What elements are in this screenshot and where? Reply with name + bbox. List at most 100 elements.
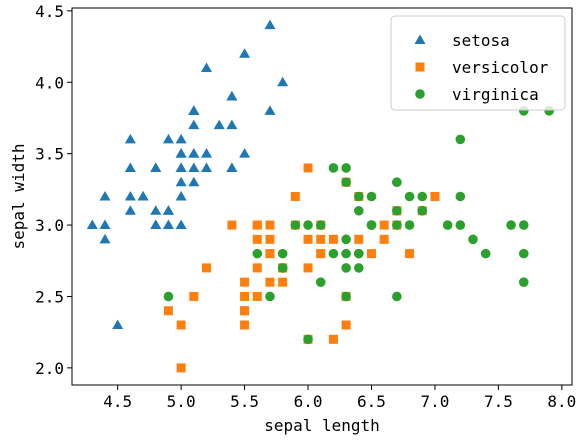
data-point-setosa [213,119,225,130]
data-point-setosa [150,205,162,215]
data-point-setosa [162,205,174,215]
y-tick-label: 4.5 [35,2,64,21]
y-tick-label: 2.0 [35,359,64,378]
data-point-setosa [201,62,213,72]
data-point-setosa [124,191,136,201]
data-point-setosa [188,119,200,130]
data-point-setosa [162,133,174,144]
data-point-virginica [392,205,402,216]
data-point-virginica [518,277,529,287]
data-point-setosa [226,162,238,172]
legend-marker-setosa [414,34,426,44]
data-point-versicolor [265,277,275,287]
data-point-setosa [239,48,251,58]
data-point-virginica [392,291,402,302]
data-point-setosa [201,162,213,172]
data-point-virginica [455,220,466,230]
data-point-virginica [455,191,466,202]
data-point-versicolor [252,234,262,244]
data-point-setosa [188,105,200,115]
data-point-versicolor [341,320,351,330]
data-point-versicolor [354,234,364,244]
data-point-versicolor [316,234,326,244]
data-point-virginica [341,234,351,245]
data-point-setosa [86,219,98,230]
data-point-versicolor [176,363,186,373]
data-point-virginica [354,263,364,273]
y-tick-label: 4.0 [35,73,64,92]
data-point-virginica [341,163,351,173]
data-point-virginica [341,263,351,273]
data-point-virginica [366,191,377,202]
data-point-virginica [480,248,491,259]
data-point-setosa [201,148,213,158]
legend-box [390,15,566,111]
data-point-virginica [392,220,402,230]
x-tick-label: 8.0 [547,392,576,411]
data-point-virginica [290,220,301,230]
data-point-setosa [112,319,124,330]
data-point-versicolor [405,249,415,259]
data-point-setosa [175,162,187,172]
data-point-versicolor [265,249,275,259]
y-tick-label: 3.5 [35,145,64,164]
data-point-versicolor [366,249,376,259]
data-point-virginica [252,248,263,259]
data-point-setosa [150,219,162,230]
data-point-versicolor [240,291,250,301]
data-point-versicolor [278,277,288,287]
data-point-versicolor [265,220,275,230]
data-point-setosa [175,133,187,144]
data-point-versicolor [227,220,237,230]
data-point-virginica [315,220,326,230]
data-point-setosa [137,191,149,201]
legend-label-versicolor: versicolor [452,58,549,77]
data-point-versicolor [328,234,338,244]
data-point-setosa [175,176,187,187]
data-point-virginica [341,177,351,188]
data-point-versicolor [303,163,313,173]
data-point-setosa [99,191,111,201]
data-point-virginica [417,191,428,202]
data-point-setosa [162,219,174,230]
data-point-setosa [188,162,200,172]
data-point-versicolor [189,291,199,301]
y-axis-label: sepal width [9,144,28,250]
data-point-versicolor [240,277,250,287]
legend-label-setosa: setosa [452,31,510,50]
data-point-versicolor [176,320,186,330]
data-point-setosa [239,148,251,158]
x-tick-label: 4.5 [103,392,132,411]
data-point-setosa [277,76,289,87]
data-point-virginica [404,220,415,230]
data-point-setosa [175,191,187,201]
data-point-setosa [264,105,276,115]
data-point-virginica [354,191,364,202]
data-point-versicolor [252,291,262,301]
data-point-virginica [354,248,364,259]
data-point-virginica [265,291,275,302]
data-point-setosa [99,219,111,230]
legend-marker-versicolor [415,62,425,72]
data-point-setosa [124,133,136,144]
data-point-versicolor [290,192,300,201]
y-tick-label: 2.5 [35,287,64,306]
data-point-virginica [303,334,313,345]
data-point-versicolor [252,263,262,273]
data-point-virginica [277,248,288,259]
data-point-versicolor [252,220,262,230]
x-axis: 4.5 5.0 5.5 6.0 6.5 7.0 7.5 8.0 [103,385,576,411]
data-point-virginica [315,277,326,287]
data-point-setosa [124,205,136,215]
data-point-setosa [175,219,187,230]
data-point-versicolor [240,320,250,330]
data-point-virginica [341,248,351,259]
x-tick-label: 6.0 [294,392,323,411]
data-point-setosa [226,91,238,101]
data-point-versicolor [202,263,212,273]
x-tick-label: 7.5 [484,392,513,411]
data-point-virginica [518,220,529,230]
data-point-setosa [99,233,111,244]
x-tick-label: 6.5 [357,392,386,411]
data-point-virginica [442,220,453,230]
